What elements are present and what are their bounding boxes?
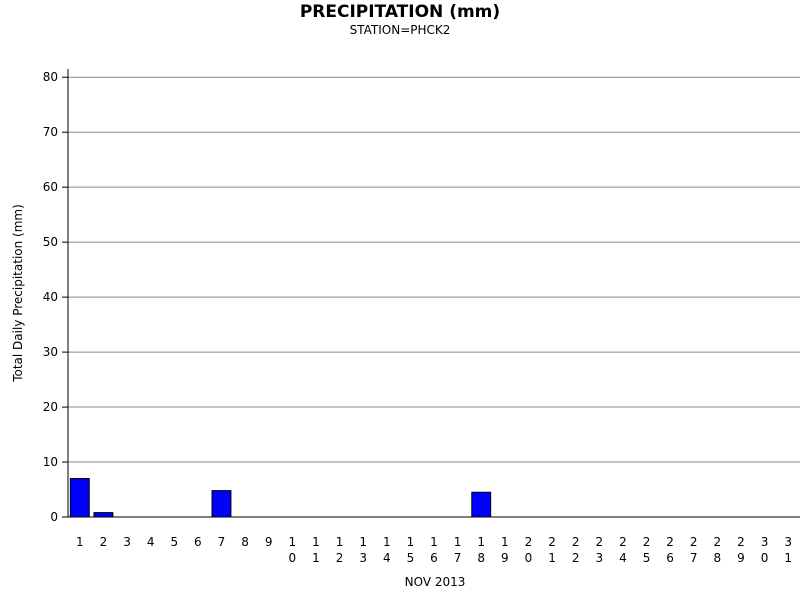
y-tick-label: 80 bbox=[43, 70, 58, 84]
y-tick-label: 10 bbox=[43, 455, 58, 469]
x-tick-label: 1 bbox=[76, 535, 84, 549]
x-tick-label: 9 bbox=[265, 535, 273, 549]
chart-title: PRECIPITATION (mm) bbox=[300, 2, 500, 22]
x-tick-label: 3 bbox=[123, 535, 131, 549]
y-tick-label: 60 bbox=[43, 180, 58, 194]
bar bbox=[211, 490, 232, 518]
x-tick-label: 4 bbox=[147, 535, 155, 549]
x-tick-label: 8 bbox=[241, 535, 249, 549]
y-tick-label: 50 bbox=[43, 235, 58, 249]
y-axis-label: Total Daily Precipitation (mm) bbox=[11, 204, 25, 383]
x-axis-label: NOV 2013 bbox=[405, 575, 466, 589]
bar bbox=[471, 491, 492, 518]
x-tick-label: 5 bbox=[170, 535, 178, 549]
y-tick-label: 30 bbox=[43, 345, 58, 359]
y-tick-label: 0 bbox=[50, 510, 58, 524]
x-tick-label: 7 bbox=[218, 535, 226, 549]
x-tick-label: 6 bbox=[194, 535, 202, 549]
y-tick-label: 40 bbox=[43, 290, 58, 304]
y-tick-label: 20 bbox=[43, 400, 58, 414]
bar bbox=[93, 512, 114, 518]
y-tick-label: 70 bbox=[43, 125, 58, 139]
chart-subtitle: STATION=PHCK2 bbox=[350, 23, 451, 37]
bar bbox=[69, 478, 90, 518]
x-tick-label: 2 bbox=[100, 535, 108, 549]
